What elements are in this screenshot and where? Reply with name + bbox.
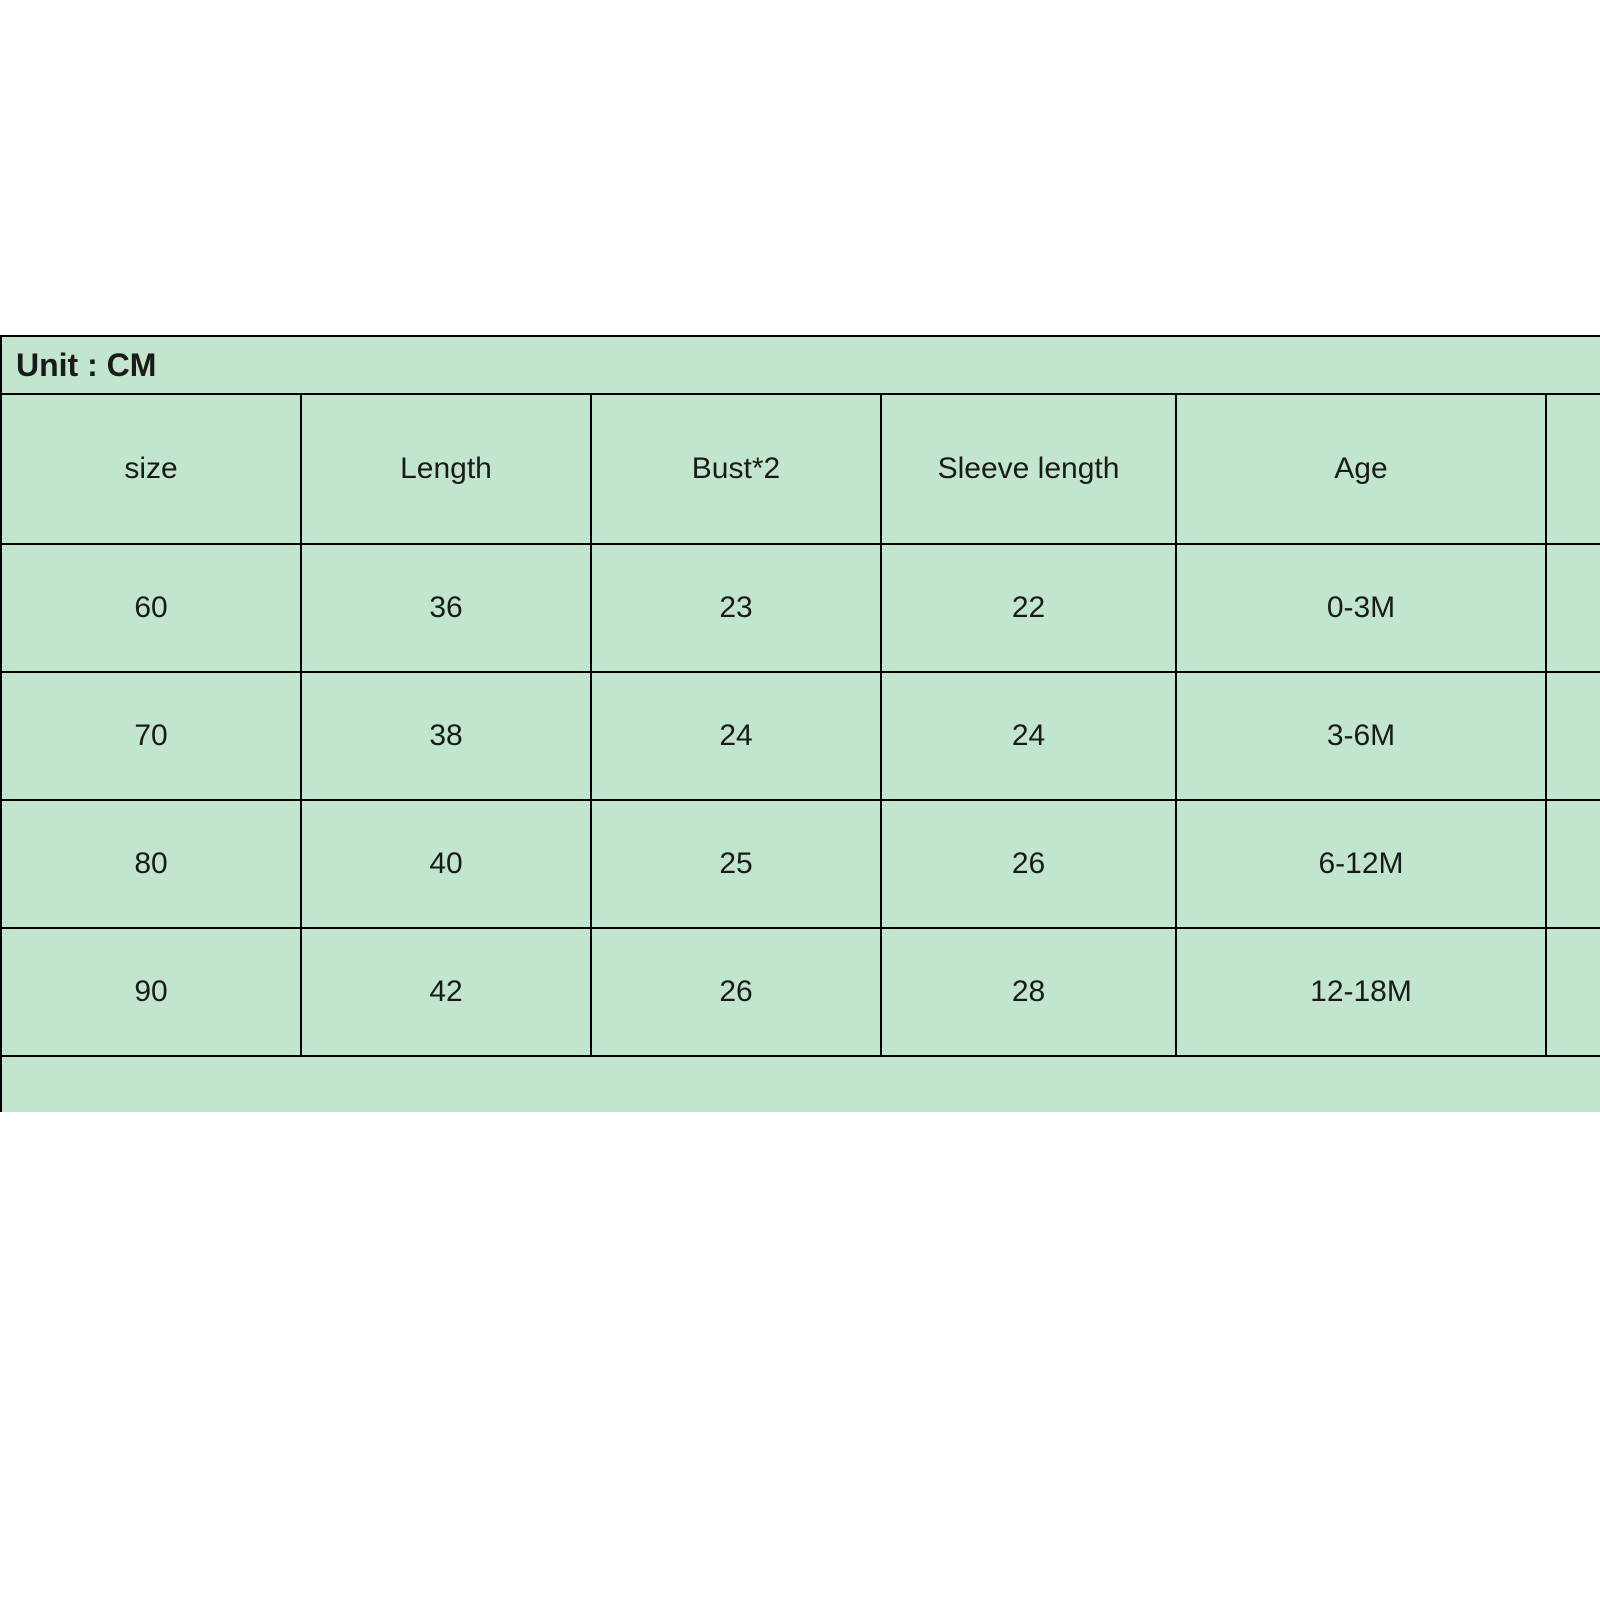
cell-sleeve: 24 — [881, 672, 1176, 800]
cell-sleeve: 28 — [881, 928, 1176, 1056]
cell-sleeve: 26 — [881, 800, 1176, 928]
col-header-age: Age — [1176, 394, 1546, 544]
table-trailing-cell — [1, 1056, 1600, 1112]
cell-age: 0-3M — [1176, 544, 1546, 672]
cell-age: 6-12M — [1176, 800, 1546, 928]
col-header-extra — [1546, 394, 1600, 544]
cell-extra — [1546, 544, 1600, 672]
table-row: 80 40 25 26 6-12M — [1, 800, 1600, 928]
table-row: 60 36 23 22 0-3M — [1, 544, 1600, 672]
cell-bust: 26 — [591, 928, 881, 1056]
cell-age: 12-18M — [1176, 928, 1546, 1056]
cell-size: 60 — [1, 544, 301, 672]
table-trailing-row — [1, 1056, 1600, 1112]
cell-extra — [1546, 928, 1600, 1056]
col-header-bust: Bust*2 — [591, 394, 881, 544]
cell-bust: 25 — [591, 800, 881, 928]
col-header-length: Length — [301, 394, 591, 544]
cell-extra — [1546, 800, 1600, 928]
cell-length: 36 — [301, 544, 591, 672]
table-row: 90 42 26 28 12-18M — [1, 928, 1600, 1056]
cell-size: 70 — [1, 672, 301, 800]
table-row: 70 38 24 24 3-6M — [1, 672, 1600, 800]
cell-sleeve: 22 — [881, 544, 1176, 672]
col-header-size: size — [1, 394, 301, 544]
cell-size: 90 — [1, 928, 301, 1056]
cell-bust: 23 — [591, 544, 881, 672]
cell-length: 38 — [301, 672, 591, 800]
cell-bust: 24 — [591, 672, 881, 800]
cell-length: 42 — [301, 928, 591, 1056]
cell-length: 40 — [301, 800, 591, 928]
size-chart-container: Unit : CM size Length Bust*2 Sleeve leng… — [0, 335, 1600, 1112]
size-chart-table: Unit : CM size Length Bust*2 Sleeve leng… — [0, 335, 1600, 1112]
table-title: Unit : CM — [1, 336, 1600, 394]
table-header-row: size Length Bust*2 Sleeve length Age — [1, 394, 1600, 544]
cell-size: 80 — [1, 800, 301, 928]
cell-age: 3-6M — [1176, 672, 1546, 800]
cell-extra — [1546, 672, 1600, 800]
col-header-sleeve: Sleeve length — [881, 394, 1176, 544]
table-title-row: Unit : CM — [1, 336, 1600, 394]
